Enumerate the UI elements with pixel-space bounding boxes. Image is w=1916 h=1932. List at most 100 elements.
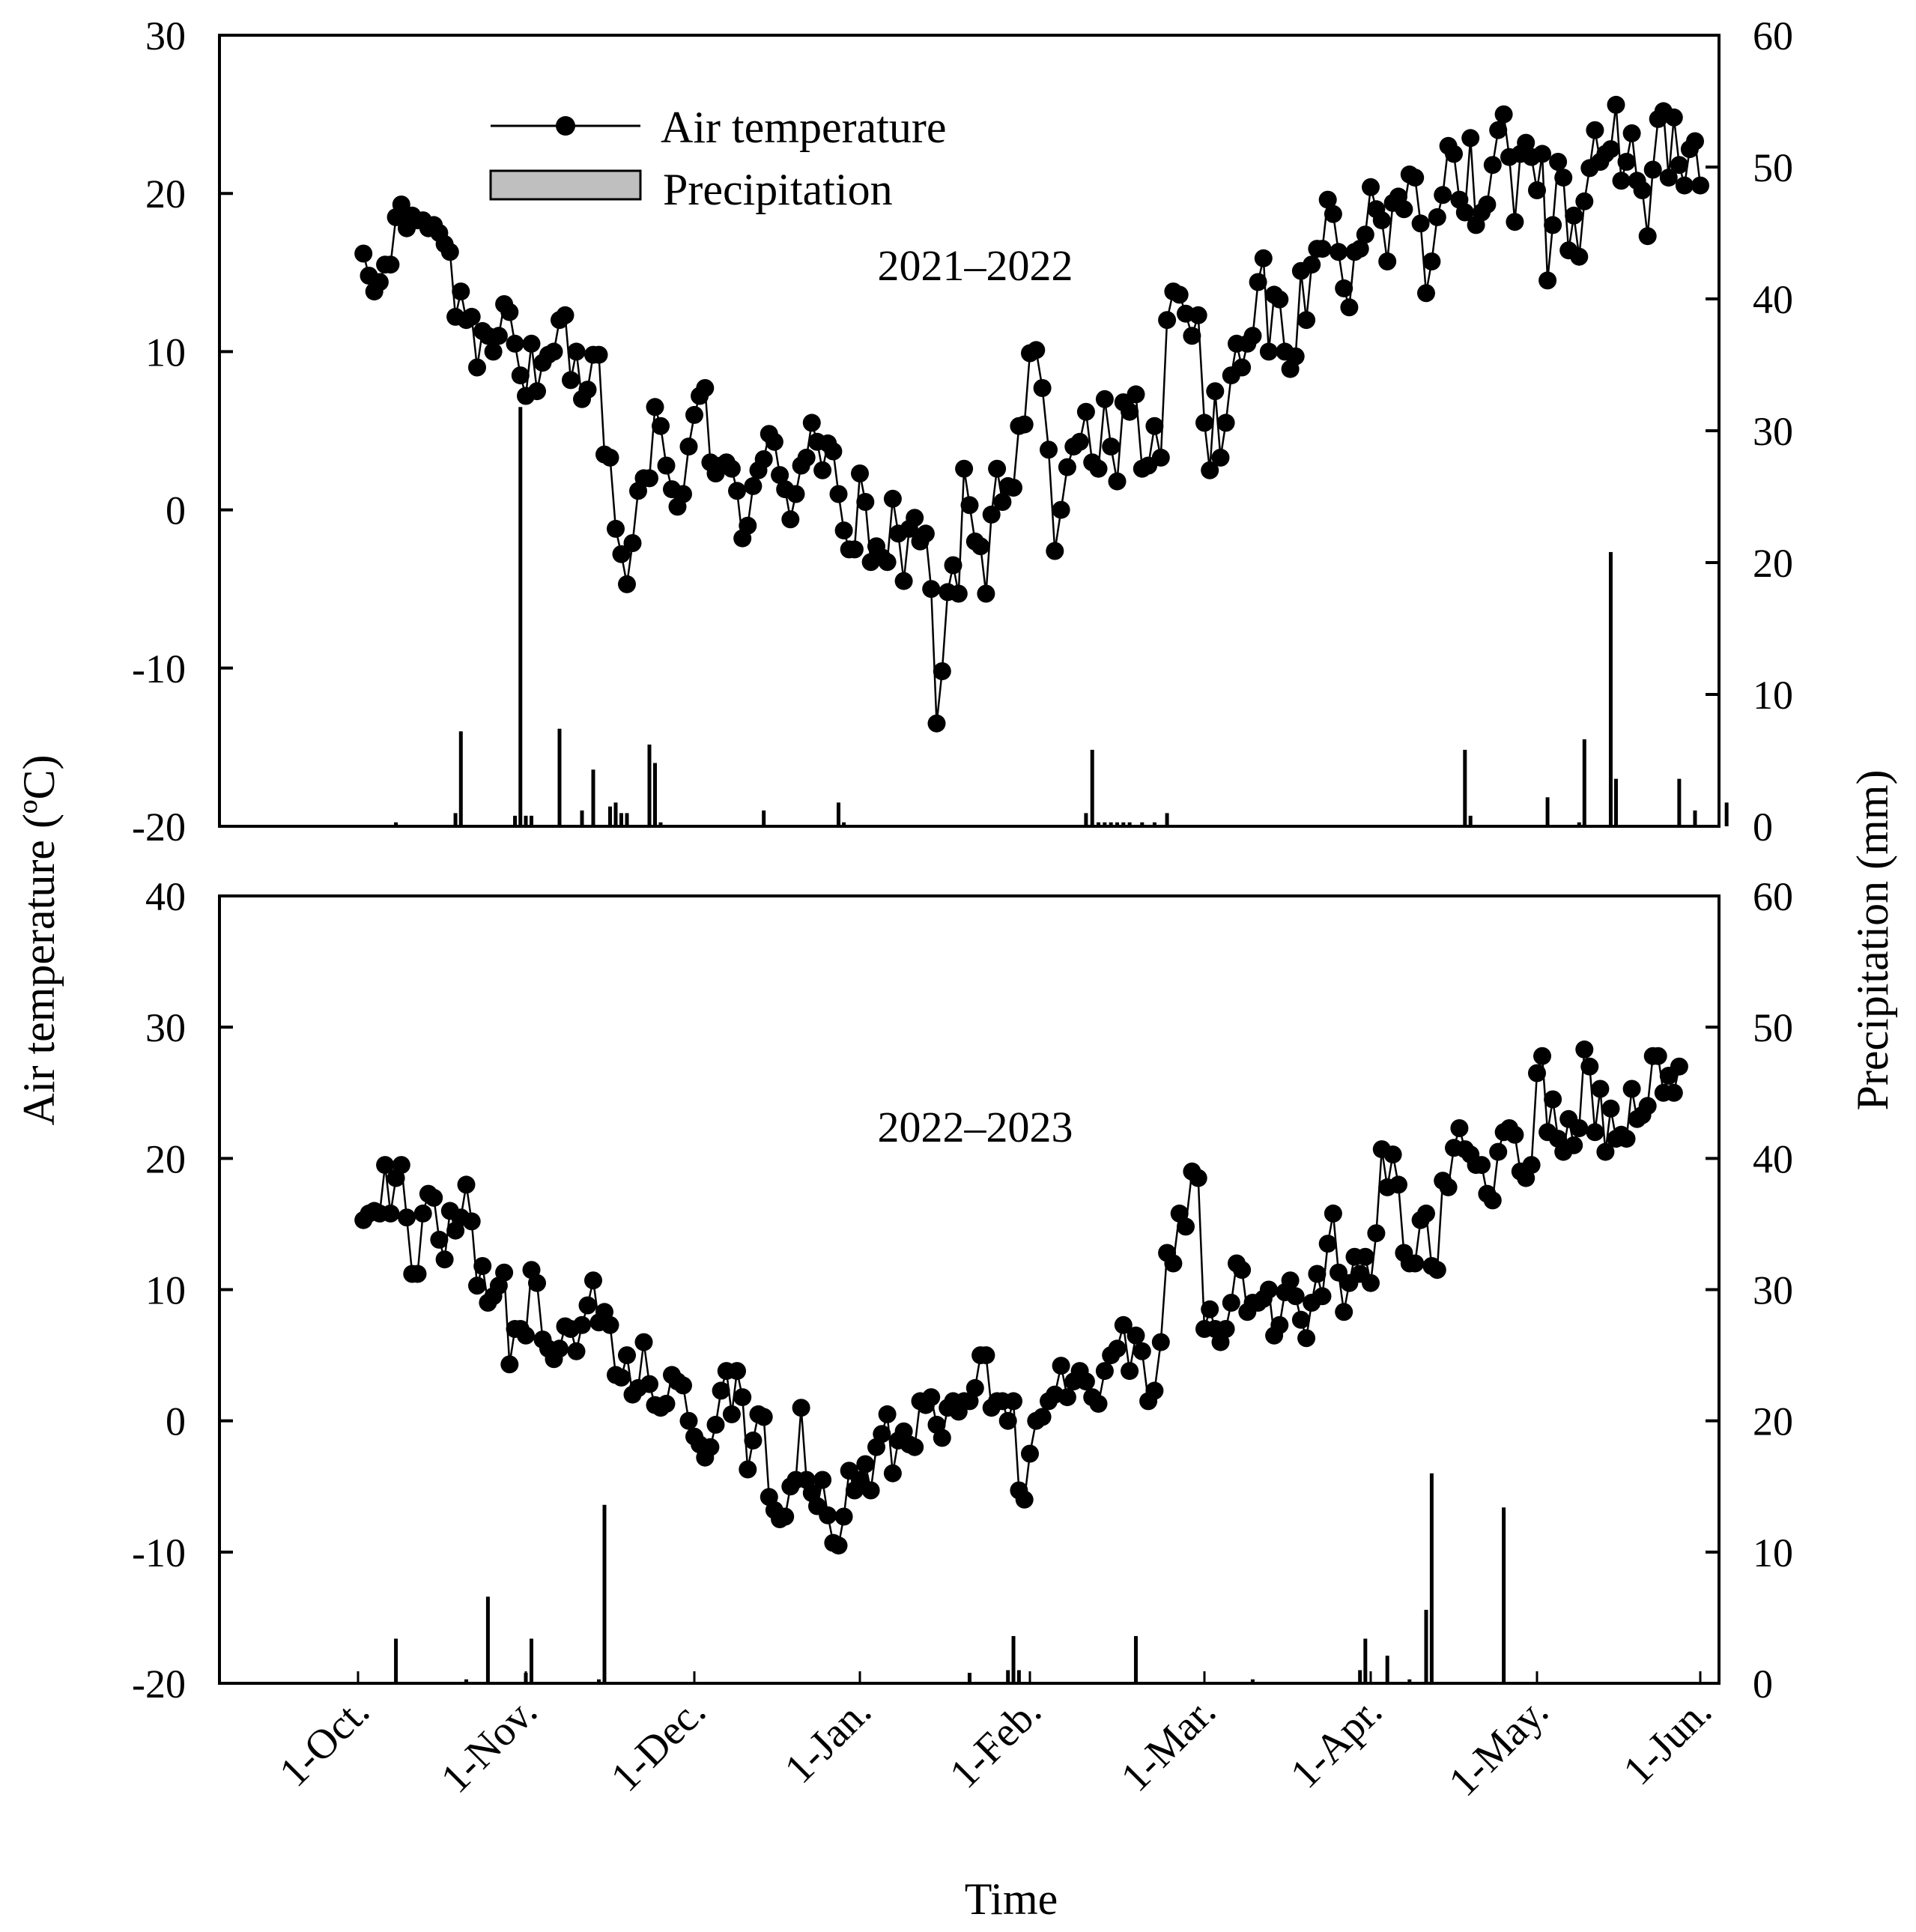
temp-point-2022-2023-219 (1570, 1119, 1589, 1137)
temp-point-2021-2022-151 (1201, 461, 1219, 479)
panel-title-2022-2023: 2022–2023 (878, 1103, 1073, 1151)
temp-point-2021-2022-86 (824, 442, 843, 461)
legend-precipitation-label: Precipitation (663, 165, 893, 214)
temp-point-2022-2023-154 (1216, 1320, 1235, 1338)
temp-point-2022-2023-124 (1033, 1408, 1052, 1426)
temp-point-2021-2022-125 (1040, 440, 1058, 459)
temp-point-2021-2022-143 (1151, 448, 1170, 467)
temp-point-2021-2022-148 (1183, 327, 1201, 345)
precip-bar-2021-2022-11 (613, 802, 618, 826)
temp-point-2021-2022-179 (1350, 240, 1369, 258)
temp-point-2021-2022-204 (1489, 121, 1508, 139)
temp-point-2021-2022-190 (1411, 214, 1430, 233)
temp-point-2021-2022-180 (1356, 225, 1374, 244)
temp-point-2022-2023-157 (1233, 1261, 1252, 1280)
temp-point-2022-2023-221 (1580, 1057, 1599, 1076)
temp-point-2022-2023-193 (1428, 1261, 1446, 1280)
temp-point-2021-2022-212 (1533, 145, 1551, 163)
temp-point-2021-2022-175 (1330, 243, 1347, 261)
temp-point-2022-2023-140 (1133, 1342, 1151, 1360)
temp-point-2021-2022-138 (1121, 402, 1139, 421)
temp-point-2022-2023-119 (1004, 1392, 1022, 1411)
temp-point-2021-2022-27 (500, 303, 519, 321)
temp-point-2021-2022-48 (618, 575, 636, 593)
temp-point-2022-2023-58 (674, 1376, 692, 1395)
temp-point-2022-2023-96 (878, 1405, 897, 1423)
temp-point-2022-2023-118 (998, 1411, 1017, 1430)
temp-point-2022-2023-106 (933, 1429, 951, 1447)
temp-point-2022-2023-11 (413, 1204, 432, 1223)
temp-point-2022-2023-14 (430, 1230, 449, 1249)
y-right-tick-label-2021-2022-0: 60 (1753, 13, 1793, 58)
temp-point-2021-2022-55 (657, 456, 676, 475)
y-right-tick-label-2022-2023-5: 10 (1753, 1530, 1793, 1575)
temp-point-2021-2022-135 (1102, 437, 1121, 456)
temp-point-2021-2022-134 (1095, 390, 1114, 408)
temp-point-2022-2023-127 (1052, 1357, 1070, 1375)
temp-point-2022-2023-197 (1450, 1119, 1469, 1137)
y-right-tick-label-2022-2023-4: 20 (1753, 1399, 1793, 1444)
temp-point-2021-2022-227 (1612, 172, 1631, 190)
temp-point-2021-2022-31 (522, 334, 541, 353)
precip-bar-2022-2023-9 (1011, 1635, 1016, 1683)
temp-point-2022-2023-238 (1670, 1057, 1688, 1076)
temp-point-2022-2023-218 (1565, 1136, 1583, 1154)
temp-point-2021-2022-160 (1249, 273, 1267, 291)
precip-bar-2021-2022-27 (1127, 822, 1132, 826)
temp-point-2021-2022-21 (468, 358, 486, 377)
temp-point-2022-2023-229 (1622, 1079, 1641, 1098)
temp-point-2022-2023-166 (1281, 1271, 1300, 1290)
temp-point-2022-2023-64 (706, 1415, 725, 1434)
precip-bar-2022-2023-12 (1250, 1679, 1255, 1683)
temp-point-2021-2022-67 (722, 459, 741, 478)
temp-point-2021-2022-236 (1659, 169, 1678, 187)
temp-point-2022-2023-5 (381, 1204, 400, 1223)
temp-point-2021-2022-170 (1303, 255, 1321, 274)
y-right-tick-labels-2022-2023: 60 50 40 30 20 10 0 (1753, 874, 1793, 1707)
temp-point-2021-2022-35 (545, 342, 563, 361)
temp-point-2021-2022-28 (506, 334, 524, 353)
temp-point-2021-2022-105 (927, 714, 946, 733)
temp-point-2021-2022-78 (781, 510, 800, 529)
temp-point-2022-2023-191 (1417, 1204, 1435, 1223)
y-left-tick-label-2021-2022-5: -20 (132, 805, 186, 850)
y-left-tick-label-2022-2023-6: -20 (132, 1662, 186, 1707)
temp-point-2021-2022-38 (562, 371, 580, 390)
temp-point-2021-2022-25 (489, 327, 508, 345)
precip-bar-2022-2023-10 (1016, 1670, 1021, 1683)
legend-marker-symbol (556, 116, 575, 136)
precip-bar-2021-2022-37 (1613, 778, 1618, 826)
temp-point-2021-2022-96 (878, 553, 897, 572)
temp-point-2022-2023-27 (500, 1355, 519, 1374)
temp-point-2021-2022-177 (1340, 298, 1359, 317)
precip-bar-2022-2023-14 (1363, 1638, 1368, 1683)
precip-bar-2022-2023-0 (394, 1638, 398, 1683)
temp-point-2022-2023-41 (578, 1296, 597, 1315)
temp-point-2021-2022-81 (797, 448, 816, 467)
precip-bar-2022-2023-2 (485, 1596, 490, 1683)
temp-point-2021-2022-211 (1528, 181, 1546, 199)
temp-point-2022-2023-87 (829, 1536, 848, 1555)
temp-point-2021-2022-226 (1607, 95, 1625, 114)
temp-point-2022-2023-67 (722, 1405, 741, 1423)
temp-point-2021-2022-149 (1189, 306, 1207, 324)
temp-point-2021-2022-164 (1270, 290, 1289, 309)
precip-bar-2021-2022-29 (1152, 822, 1156, 826)
temp-point-2022-2023-133 (1089, 1394, 1108, 1413)
temp-point-2021-2022-187 (1395, 200, 1413, 219)
temp-point-2021-2022-18 (452, 282, 470, 301)
temp-point-2022-2023-214 (1544, 1090, 1562, 1109)
precip-bar-2021-2022-1 (453, 813, 458, 826)
y-right-tick-label-2022-2023-3: 30 (1753, 1268, 1793, 1313)
temp-point-2021-2022-167 (1286, 347, 1305, 366)
temp-point-2021-2022-109 (949, 584, 968, 603)
temp-point-2022-2023-32 (528, 1274, 546, 1292)
temp-point-2022-2023-185 (1383, 1145, 1402, 1164)
temp-point-2021-2022-231 (1633, 181, 1652, 199)
temp-point-2021-2022-116 (988, 459, 1007, 478)
precip-bar-2022-2023-6 (602, 1504, 607, 1683)
temp-point-2021-2022-202 (1478, 196, 1497, 214)
precip-bar-2021-2022-39 (1693, 810, 1697, 826)
temp-point-2022-2023-85 (819, 1506, 837, 1524)
